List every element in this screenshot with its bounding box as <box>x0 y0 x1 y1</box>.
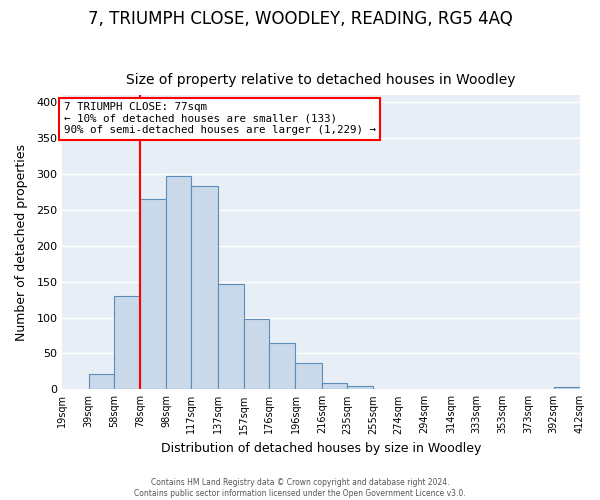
Bar <box>554 387 580 390</box>
Text: Contains HM Land Registry data © Crown copyright and database right 2024.
Contai: Contains HM Land Registry data © Crown c… <box>134 478 466 498</box>
Bar <box>269 342 295 390</box>
Y-axis label: Number of detached properties: Number of detached properties <box>15 144 28 340</box>
Title: Size of property relative to detached houses in Woodley: Size of property relative to detached ho… <box>127 73 516 87</box>
Bar <box>89 374 113 390</box>
Bar <box>398 388 425 390</box>
Text: 7, TRIUMPH CLOSE, WOODLEY, READING, RG5 4AQ: 7, TRIUMPH CLOSE, WOODLEY, READING, RG5 … <box>88 10 512 28</box>
Bar <box>140 199 166 390</box>
Bar <box>218 284 244 390</box>
Bar <box>425 388 451 390</box>
Bar <box>529 388 554 390</box>
Bar <box>476 388 502 390</box>
Bar <box>295 363 322 390</box>
Bar <box>191 186 218 390</box>
Bar <box>166 176 191 390</box>
Text: 7 TRIUMPH CLOSE: 77sqm
← 10% of detached houses are smaller (133)
90% of semi-de: 7 TRIUMPH CLOSE: 77sqm ← 10% of detached… <box>64 102 376 136</box>
Bar <box>244 319 269 390</box>
X-axis label: Distribution of detached houses by size in Woodley: Distribution of detached houses by size … <box>161 442 481 455</box>
Bar <box>322 383 347 390</box>
Bar <box>347 386 373 390</box>
Bar <box>113 296 140 390</box>
Bar <box>373 388 398 390</box>
